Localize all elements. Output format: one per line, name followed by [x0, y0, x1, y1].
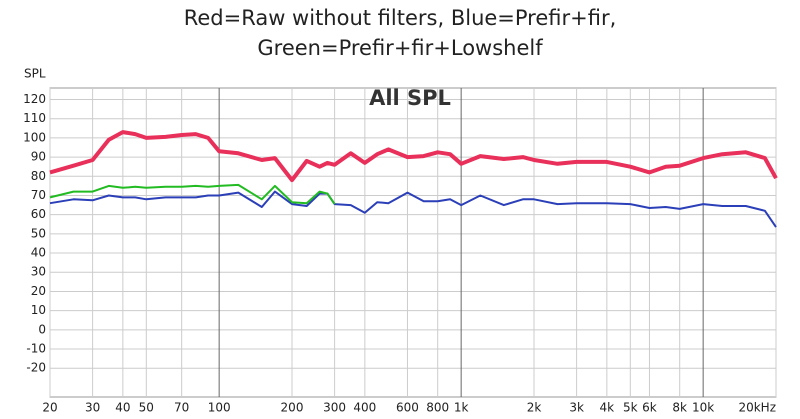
y-tick-label: 100: [23, 130, 46, 144]
x-tick-label: 800: [426, 401, 449, 415]
y-tick-label: -20: [26, 361, 46, 375]
x-tick-label: 10k: [692, 401, 714, 415]
y-tick-label: 60: [31, 207, 46, 221]
y-tick-label: 20: [31, 284, 46, 298]
x-tick-label: 6k: [642, 401, 657, 415]
chart-title: Green=Prefir+fir+Lowshelf: [257, 36, 543, 60]
y-tick-label: 110: [23, 111, 46, 125]
x-tick-label: 5k: [623, 401, 638, 415]
plot-area: [49, 87, 777, 398]
y-tick-label: 70: [31, 188, 46, 202]
y-axis-label: SPL: [24, 67, 46, 81]
x-tick-label: 8k: [672, 401, 687, 415]
x-tick-label: 200: [281, 401, 304, 415]
series-line: [49, 183, 336, 205]
y-tick-label: 80: [31, 169, 46, 183]
x-tick-label: 2k: [527, 401, 542, 415]
y-tick-label: 50: [31, 226, 46, 240]
y-tick-label: 0: [38, 322, 46, 336]
chart-title: Red=Raw without filters, Blue=Prefir+fir…: [184, 6, 617, 30]
y-tick-label: 30: [31, 265, 46, 279]
x-tick-label: 30: [85, 401, 100, 415]
y-tick-label: 90: [31, 150, 46, 164]
x-tick-label: 20kHz: [738, 401, 776, 415]
x-tick-label: 3k: [569, 401, 584, 415]
x-tick-label: 20: [42, 401, 57, 415]
y-tick-label: 40: [31, 246, 46, 260]
x-tick-label: 600: [396, 401, 419, 415]
series-line: [49, 190, 777, 228]
x-tick-label: 300: [323, 401, 346, 415]
x-tick-label: 100: [208, 401, 231, 415]
x-tick-label: 4k: [600, 401, 615, 415]
y-tick-label: -10: [26, 342, 46, 356]
series-line: [49, 130, 778, 183]
y-tick-label: 120: [23, 92, 46, 106]
y-tick-label: 10: [31, 303, 46, 317]
annotation: All SPL: [369, 86, 451, 110]
x-tick-label: 70: [174, 401, 189, 415]
x-tick-label: 40: [115, 401, 130, 415]
x-tick-label: 1k: [454, 401, 469, 415]
x-tick-label: 50: [139, 401, 154, 415]
x-tick-label: 400: [353, 401, 376, 415]
